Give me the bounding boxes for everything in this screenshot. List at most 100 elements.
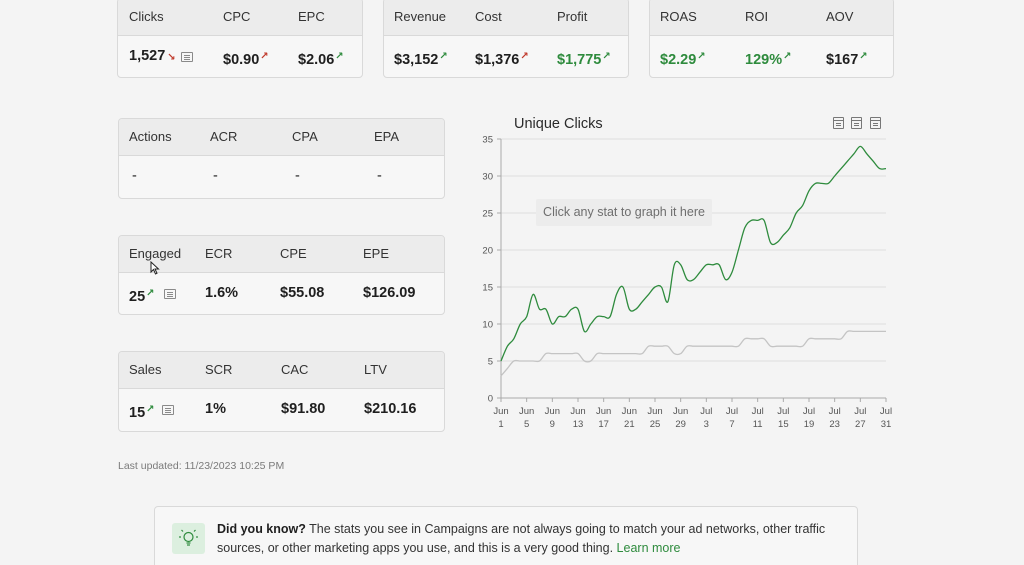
stats-card-traffic: Clicks CPC EPC 1,527 ↘ $0.90↗ $2.06↗ <box>117 0 363 78</box>
stat-value-ltv[interactable]: $210.16 <box>364 401 417 417</box>
cost-value: $1,376 <box>475 52 520 68</box>
chart-title: Unique Clicks <box>514 116 603 132</box>
x-tick-label: Jul <box>752 406 764 417</box>
cpc-value: $0.90 <box>223 52 260 68</box>
stat-value-epa[interactable]: - <box>377 168 382 184</box>
y-tick-label: 0 <box>488 394 493 405</box>
tip-body: The stats you see in Campaigns are not a… <box>217 522 826 555</box>
x-tick-label: Jun <box>673 406 688 417</box>
stat-label-profit[interactable]: Profit <box>557 9 588 24</box>
x-tick-label: 23 <box>829 419 840 430</box>
stats-card-actions: Actions ACR CPA EPA - - - - <box>118 118 445 199</box>
mouse-cursor-icon <box>150 261 160 275</box>
stat-label-cpa[interactable]: CPA <box>292 129 318 144</box>
stat-value-actions[interactable]: - <box>132 168 137 184</box>
stat-value-roi[interactable]: 129%↗ <box>745 36 791 77</box>
roi-value: 129% <box>745 52 783 68</box>
stat-label-cpc[interactable]: CPC <box>223 9 251 24</box>
list-icon[interactable] <box>181 52 193 62</box>
series-line-primary <box>500 145 887 362</box>
x-tick-label: 27 <box>855 419 866 430</box>
trend-up-icon: ↗ <box>439 51 448 62</box>
list-icon[interactable] <box>164 289 176 299</box>
x-tick-label: Jun <box>570 406 585 417</box>
x-tick-label: Jul <box>880 406 892 417</box>
trend-up-icon: ↗ <box>260 51 269 62</box>
card-body: - - - - <box>119 156 444 197</box>
tip-heading: Did you know? <box>217 522 306 536</box>
sales-value: 15 <box>129 405 146 421</box>
x-tick-label: 29 <box>675 419 686 430</box>
stats-card-returns: ROAS ROI AOV $2.29↗ 129%↗ $167↗ <box>649 0 894 78</box>
stat-label-revenue[interactable]: Revenue <box>394 9 447 24</box>
stat-value-sales[interactable]: 15↗ <box>129 389 155 431</box>
x-tick-label: 9 <box>550 419 555 430</box>
stat-value-cac[interactable]: $91.80 <box>281 401 326 417</box>
series-line-secondary <box>500 330 886 377</box>
stat-value-ecr[interactable]: 1.6% <box>205 285 239 301</box>
stat-label-cost[interactable]: Cost <box>475 9 502 24</box>
list-icon[interactable] <box>162 405 174 415</box>
stat-value-profit[interactable]: $1,775↗ <box>557 36 611 77</box>
stat-label-roas[interactable]: ROAS <box>660 9 697 24</box>
card-body: 1,527 ↘ $0.90↗ $2.06↗ <box>118 36 362 77</box>
stats-card-engaged: Engaged ECR CPE EPE 25↗ 1.6% $55.08 $126… <box>118 235 445 315</box>
stat-value-cost[interactable]: $1,376↗ <box>475 36 529 77</box>
x-tick-label: Jun <box>647 406 662 417</box>
unique-clicks-chart[interactable]: 0 5 10 15 20 25 30 35 Jun 1 Jun 5 Jun 9 Jun 13 Jun 17 Jun 2… <box>470 125 902 435</box>
trend-down-icon: ↘ <box>167 52 176 63</box>
calendar-icon[interactable] <box>851 117 862 129</box>
last-updated-text: Last updated: 11/23/2023 10:25 PM <box>118 460 285 472</box>
x-tick-label: Jun <box>622 406 637 417</box>
x-tick-label: Jul <box>700 406 712 417</box>
calendar-icon[interactable] <box>870 117 881 129</box>
trend-up-icon: ↗ <box>602 51 611 62</box>
x-tick-label: Jul <box>829 406 841 417</box>
stat-label-engaged[interactable]: Engaged <box>129 246 182 261</box>
y-tick-label: 5 <box>488 357 493 368</box>
trend-up-icon: ↗ <box>859 51 868 62</box>
stat-value-cpa[interactable]: - <box>295 168 300 184</box>
stat-value-clicks[interactable]: 1,527 ↘ <box>129 36 176 77</box>
x-tick-label: 7 <box>729 419 734 430</box>
stat-value-cpc[interactable]: $0.90↗ <box>223 36 269 77</box>
stat-value-epc[interactable]: $2.06↗ <box>298 36 344 77</box>
stat-value-cpe[interactable]: $55.08 <box>280 285 325 301</box>
stat-value-engaged[interactable]: 25↗ <box>129 273 155 314</box>
stat-label-sales[interactable]: Sales <box>129 362 162 377</box>
tip-text: Did you know? The stats you see in Campa… <box>217 520 837 557</box>
stat-value-acr[interactable]: - <box>213 168 218 184</box>
epc-value: $2.06 <box>298 52 335 68</box>
stat-label-actions[interactable]: Actions <box>129 129 172 144</box>
card-body: 25↗ 1.6% $55.08 $126.09 <box>119 273 444 314</box>
stat-label-epa[interactable]: EPA <box>374 129 400 144</box>
stat-label-cpe[interactable]: CPE <box>280 246 307 261</box>
x-tick-label: Jun <box>596 406 611 417</box>
stat-label-roi[interactable]: ROI <box>745 9 769 24</box>
stat-label-aov[interactable]: AOV <box>826 9 854 24</box>
x-tick-label: Jul <box>803 406 815 417</box>
stat-label-epc[interactable]: EPC <box>298 9 325 24</box>
stat-value-roas[interactable]: $2.29↗ <box>660 36 706 77</box>
stat-label-acr[interactable]: ACR <box>210 129 238 144</box>
x-tick-label: 25 <box>650 419 661 430</box>
stat-label-ecr[interactable]: ECR <box>205 246 233 261</box>
stat-label-scr[interactable]: SCR <box>205 362 233 377</box>
tip-banner: Did you know? The stats you see in Campa… <box>154 506 858 565</box>
calendar-icon[interactable] <box>833 117 844 129</box>
y-tick-label: 15 <box>482 283 493 294</box>
stat-label-ltv[interactable]: LTV <box>364 362 387 377</box>
y-tick-label: 20 <box>482 246 493 257</box>
x-tick-label: 1 <box>498 419 503 430</box>
learn-more-link[interactable]: Learn more <box>616 540 681 555</box>
stat-label-clicks[interactable]: Clicks <box>129 9 164 24</box>
card-header: Engaged ECR CPE EPE <box>119 236 444 273</box>
stat-label-cac[interactable]: CAC <box>281 362 309 377</box>
stat-value-aov[interactable]: $167↗ <box>826 36 868 77</box>
stat-value-epe[interactable]: $126.09 <box>363 285 416 301</box>
stat-value-revenue[interactable]: $3,152↗ <box>394 36 448 77</box>
stat-label-epe[interactable]: EPE <box>363 246 390 261</box>
stat-value-scr[interactable]: 1% <box>205 401 226 417</box>
x-tick-label: Jul <box>777 406 789 417</box>
y-tick-label: 35 <box>482 135 493 146</box>
